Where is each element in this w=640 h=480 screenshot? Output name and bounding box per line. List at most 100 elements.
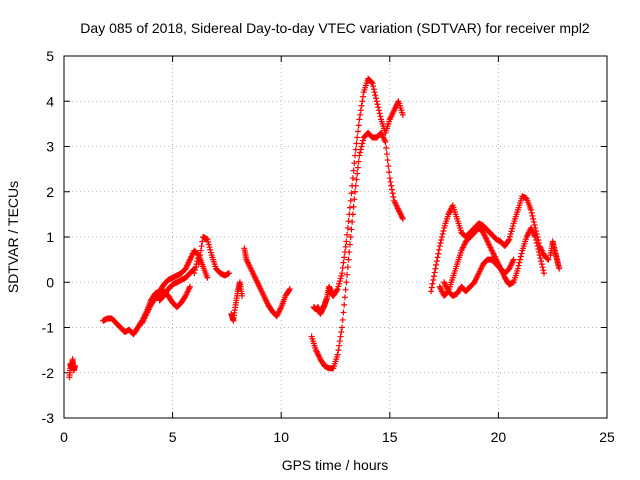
data-point xyxy=(508,228,515,235)
y-tick-labels: -3 -2 -1 0 1 2 3 4 5 xyxy=(42,48,55,426)
y-tick-label: 5 xyxy=(46,48,54,64)
data-point xyxy=(518,250,525,257)
data-point xyxy=(71,362,78,369)
series-7 xyxy=(241,245,293,320)
chart-title: Day 085 of 2018, Sidereal Day-to-day VTE… xyxy=(80,20,590,36)
data-point xyxy=(333,287,340,294)
data-point xyxy=(348,190,355,197)
data-point xyxy=(390,194,397,201)
data-point xyxy=(533,240,540,247)
data-point xyxy=(334,351,341,358)
series-10 xyxy=(325,75,406,299)
data-point xyxy=(347,234,354,240)
data-point xyxy=(432,265,439,272)
data-point xyxy=(336,278,343,285)
data-point xyxy=(428,284,435,291)
data-point xyxy=(370,83,377,90)
data-point xyxy=(339,324,346,331)
data-point xyxy=(192,267,199,274)
data-point xyxy=(535,249,542,256)
data-point xyxy=(433,261,440,268)
data-point xyxy=(338,329,345,336)
x-tick-label: 25 xyxy=(599,429,615,445)
data-point xyxy=(527,206,534,213)
data-point xyxy=(399,111,406,118)
data-point xyxy=(342,243,349,250)
data-point xyxy=(377,113,384,120)
data-point xyxy=(358,102,365,109)
data-point xyxy=(346,204,353,211)
data-point xyxy=(334,286,341,293)
data-point xyxy=(507,230,514,237)
data-point xyxy=(205,238,212,245)
data-point xyxy=(439,230,446,237)
series-4 xyxy=(195,234,233,279)
data-point xyxy=(357,107,364,114)
data-point xyxy=(534,243,541,250)
data-point xyxy=(356,116,363,123)
data-point xyxy=(538,258,545,265)
data-point xyxy=(372,92,379,99)
data-point xyxy=(352,188,359,195)
data-point xyxy=(348,226,355,233)
data-point xyxy=(191,270,198,277)
data-point xyxy=(540,267,547,274)
data-point xyxy=(355,122,362,129)
data-point xyxy=(514,265,521,272)
data-point xyxy=(342,286,349,293)
data-point xyxy=(544,255,551,262)
data-point xyxy=(533,237,540,244)
data-point xyxy=(431,269,438,276)
data-point xyxy=(205,241,212,248)
data-point xyxy=(538,261,545,268)
data-point xyxy=(389,190,396,197)
data-point xyxy=(286,287,293,294)
data-point xyxy=(199,238,206,245)
data-point xyxy=(436,246,443,253)
data-point xyxy=(359,98,366,105)
data-point xyxy=(539,264,546,271)
data-point xyxy=(516,259,523,266)
x-tick-label: 5 xyxy=(169,429,177,445)
data-point xyxy=(341,254,348,261)
data-point xyxy=(343,238,350,245)
data-point xyxy=(428,288,435,295)
data-point xyxy=(541,270,548,277)
data-point xyxy=(337,275,344,282)
data-point xyxy=(515,262,522,269)
data-point xyxy=(347,197,354,204)
data-point xyxy=(336,280,343,287)
y-tick-label: 4 xyxy=(46,93,54,109)
data-point xyxy=(374,101,381,108)
x-tick-label: 20 xyxy=(491,429,507,445)
x-tick-labels: 0 5 10 15 20 25 xyxy=(60,429,615,445)
data-point xyxy=(371,89,378,96)
data-point xyxy=(352,146,359,153)
data-point xyxy=(433,258,440,265)
data-point xyxy=(531,221,538,228)
data-point xyxy=(359,140,366,147)
data-point xyxy=(529,212,536,219)
data-point xyxy=(537,255,544,262)
data-point xyxy=(206,244,213,251)
data-point xyxy=(373,98,380,105)
data-point xyxy=(386,175,393,182)
y-tick-label: 2 xyxy=(46,184,54,200)
plot-frame xyxy=(63,55,608,419)
data-point xyxy=(336,342,343,349)
data-point xyxy=(345,218,352,225)
data-point xyxy=(340,309,347,316)
data-point xyxy=(545,256,552,263)
data-point xyxy=(339,316,346,323)
data-point xyxy=(388,182,395,189)
series-0 xyxy=(66,356,78,381)
data-point xyxy=(434,254,441,261)
data-point xyxy=(345,256,352,263)
data-point xyxy=(435,250,442,257)
data-point xyxy=(358,143,365,150)
data-point xyxy=(355,158,362,165)
series-8 xyxy=(310,283,335,317)
data-point xyxy=(556,265,563,272)
data-point xyxy=(530,218,537,225)
